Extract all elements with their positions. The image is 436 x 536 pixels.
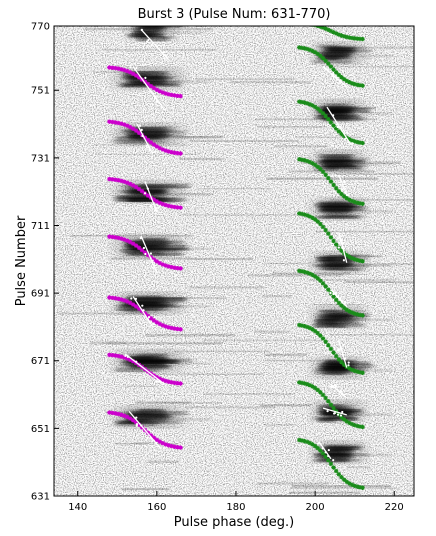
fit-line-3: [139, 235, 158, 274]
fit-line-10: [330, 383, 348, 399]
trailing-model-track-0: [297, 437, 365, 490]
model-tracks: [107, 26, 365, 490]
x-tick-label-0: 140: [68, 502, 87, 513]
chart-title: Burst 3 (Pulse Num: 631-770): [138, 7, 331, 22]
y-axis-ticks: 631 651 671 691 711 731 751 770: [31, 22, 59, 503]
fit-line-16: [322, 66, 348, 88]
trailing-model-track-8: [308, 26, 365, 42]
plot-frame: [53, 25, 415, 497]
subpulse-band-13: [312, 198, 393, 219]
y-tick-label-5: 731: [31, 153, 50, 164]
subpulse-band-14: [312, 151, 393, 172]
trailing-model-track-6: [297, 99, 365, 146]
fit-line-4: [143, 181, 160, 213]
trailing-model-track-1: [297, 380, 365, 430]
fit-line-2: [130, 296, 155, 328]
fit-line-8: [317, 441, 335, 462]
x-tick-label-4: 220: [385, 502, 404, 513]
y-tick-label-1: 651: [31, 424, 50, 435]
plot-area: [54, 26, 414, 496]
x-tick-label-2: 180: [226, 502, 245, 513]
fit-line-7: [140, 28, 170, 61]
trailing-model-track-4: [297, 211, 365, 264]
fit-line-1: [124, 353, 166, 385]
leading-model-track-6: [107, 65, 183, 99]
y-axis-label: Pulse Number: [14, 215, 29, 306]
fit-line-5: [136, 123, 156, 155]
fit-line-15: [326, 106, 354, 145]
leading-model-track-2: [107, 295, 183, 332]
leading-model-track-4: [107, 176, 183, 210]
x-axis-ticks: 140 160 180 200 220: [68, 491, 404, 513]
fit-line-11: [336, 340, 350, 368]
y-tick-label-4: 711: [31, 221, 50, 232]
fit-line-6: [129, 66, 166, 111]
y-tick-label-2: 671: [31, 356, 50, 367]
fit-line-14: [334, 174, 350, 197]
x-tick-label-1: 160: [147, 502, 166, 513]
y-tick-label-7: 770: [31, 22, 50, 33]
fit-line-0: [128, 411, 162, 450]
fit-line-9: [322, 407, 347, 417]
subpulse-band-16: [312, 43, 393, 64]
trailing-model-track-5: [297, 157, 365, 207]
y-tick-label-6: 751: [31, 86, 50, 97]
fit-line-13: [337, 232, 348, 263]
x-axis-label: Pulse phase (deg.): [174, 515, 295, 530]
trailing-model-track-2: [297, 322, 365, 375]
fit-lines: [124, 28, 354, 462]
subpulse-band-15: [312, 100, 393, 122]
x-tick-label-3: 200: [306, 502, 325, 513]
fit-line-12: [329, 289, 348, 308]
y-tick-label-0: 631: [31, 492, 50, 503]
trailing-model-track-7: [297, 45, 365, 88]
y-tick-label-3: 691: [31, 289, 50, 300]
